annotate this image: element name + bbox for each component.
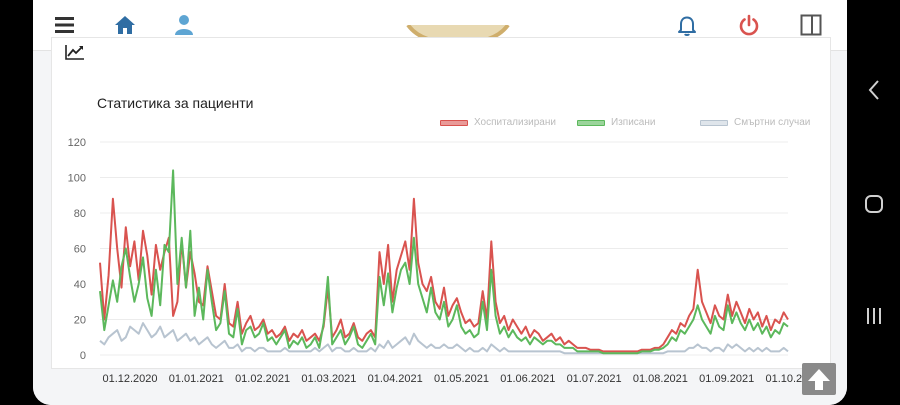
x-tick-label: 01.12.2020 — [102, 373, 157, 385]
legend-swatch — [577, 120, 605, 126]
legend-swatch — [700, 120, 728, 126]
x-tick-label: 01.08.2021 — [633, 373, 688, 385]
home-circle-icon[interactable] — [860, 190, 888, 218]
home-icon[interactable] — [113, 13, 137, 37]
x-tick-label: 01.09.2021 — [699, 373, 754, 385]
x-tick-label: 01.01.2021 — [169, 373, 224, 385]
sidebar-toggle-icon[interactable] — [799, 13, 823, 37]
menu-icon[interactable] — [53, 13, 77, 37]
bell-icon[interactable] — [675, 13, 699, 37]
back-chevron-icon[interactable] — [860, 76, 888, 104]
x-tick-label: 01.03.2021 — [301, 373, 356, 385]
patient-stats-chart: 0 20 40 60 80 100 120 01.12.2020 01.01.2021 01.02… — [68, 137, 821, 385]
user-icon[interactable] — [172, 13, 196, 37]
series-line — [99, 169, 789, 355]
x-tick-label: 01.07.2021 — [567, 373, 622, 385]
y-tick-label: 0 — [80, 350, 86, 362]
legend-label: Изписани — [611, 117, 656, 128]
card-title: Статистика за пациенти — [97, 95, 254, 111]
recents-icon[interactable] — [860, 302, 888, 330]
series-line — [99, 322, 789, 355]
arrow-up-icon — [808, 369, 830, 390]
y-tick-label: 40 — [74, 279, 86, 291]
legend-label: Хоспитализирани — [474, 117, 556, 128]
app-screen: Статистика за пациенти Хоспитализирани И… — [33, 0, 847, 405]
y-tick-label: 80 — [74, 208, 86, 220]
line-chart-icon — [65, 45, 84, 60]
legend-swatch — [440, 120, 468, 126]
legend-label: Смъртни случаи — [734, 117, 811, 128]
scroll-top-button[interactable] — [802, 363, 836, 395]
x-tick-label: 01.04.2021 — [368, 373, 423, 385]
y-tick-label: 60 — [74, 244, 86, 256]
y-tick-label: 120 — [68, 137, 86, 149]
power-icon[interactable] — [737, 13, 761, 37]
x-tick-label: 01.02.2021 — [235, 373, 290, 385]
y-tick-label: 100 — [68, 173, 86, 185]
x-tick-label: 01.05.2021 — [434, 373, 489, 385]
x-tick-label: 01.06.2021 — [500, 373, 555, 385]
y-tick-label: 20 — [74, 315, 86, 327]
series-line — [99, 197, 789, 353]
